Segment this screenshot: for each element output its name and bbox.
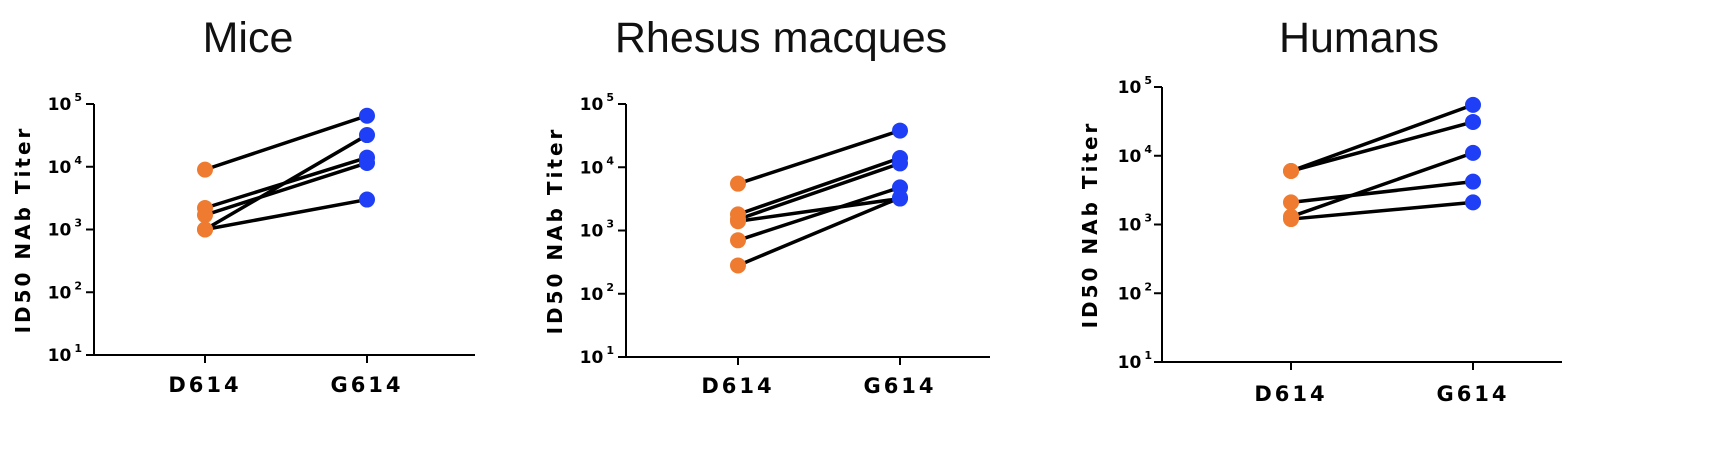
x-category-label: D614 [1254, 382, 1327, 406]
g614-point [1465, 144, 1481, 161]
y-tick-label: 10 2 [48, 279, 82, 303]
g614-point [359, 154, 375, 171]
pair-line [1290, 103, 1474, 173]
y-axis-label: ID50 NAb Titer [543, 127, 567, 335]
pair-line [204, 197, 368, 232]
g614-point [359, 127, 375, 144]
chart-title: Mice [202, 14, 294, 62]
pair-line [737, 196, 901, 223]
pair-line [1290, 151, 1474, 219]
panel-humans: Humans 10 1 10 2 10 3 10 4 10 5 D614 G614 ID50 NAb T… [1075, 0, 1718, 451]
g614-point [1465, 173, 1481, 190]
pair-line [204, 114, 368, 172]
d614-point [730, 232, 746, 249]
y-tick-label: 10 5 [48, 91, 82, 115]
d614-point [197, 161, 213, 178]
y-tick-label: 10 1 [580, 344, 614, 368]
g614-point [359, 191, 375, 208]
y-tick-label: 10 3 [48, 217, 82, 241]
g614-point [892, 122, 908, 139]
pair-line [1290, 200, 1474, 221]
x-category-label: D614 [168, 373, 241, 397]
d614-point [197, 221, 213, 238]
d614-point [730, 257, 746, 274]
y-axis-label: ID50 NAb Titer [11, 126, 35, 334]
y-tick-label: 10 4 [580, 154, 615, 178]
x-category-label: G614 [330, 373, 403, 397]
g614-point [359, 107, 375, 124]
panel-mice: Mice 10 1 10 2 10 3 10 4 10 5 D614 G614 ID50 NAb Tit… [0, 0, 540, 451]
x-category-label: G614 [1436, 382, 1509, 406]
y-tick-label: 10 5 [580, 91, 614, 115]
pair-line [737, 156, 901, 217]
y-tick-label: 10 2 [580, 281, 614, 305]
y-tick-label: 10 4 [48, 154, 83, 178]
g614-point [1465, 113, 1481, 130]
pair-line [737, 185, 901, 242]
pair-line [737, 161, 901, 222]
y-tick-label: 10 3 [1118, 212, 1152, 236]
g614-point [892, 155, 908, 172]
y-axis-label: ID50 NAb Titer [1078, 121, 1102, 329]
pair-line [737, 128, 901, 186]
d614-point [1283, 194, 1299, 211]
y-tick-label: 10 1 [48, 342, 82, 366]
d614-point [197, 207, 213, 224]
pair-line [204, 133, 368, 232]
chart-title: Humans [1278, 14, 1440, 62]
g614-point [892, 189, 908, 206]
d614-point [1283, 163, 1299, 180]
d614-point [730, 175, 746, 192]
chart-title: Rhesus macques [614, 14, 948, 62]
y-tick-label: 10 1 [1118, 349, 1152, 373]
pair-line [1290, 120, 1474, 173]
y-tick-label: 10 3 [580, 218, 614, 242]
x-category-label: D614 [701, 374, 774, 398]
g614-point [1465, 194, 1481, 211]
pair-line [204, 161, 368, 217]
pair-line [737, 196, 901, 268]
y-tick-label: 10 5 [1118, 74, 1152, 98]
pair-line [1290, 179, 1474, 205]
g614-point [1465, 96, 1481, 113]
d614-point [1283, 211, 1299, 228]
x-category-label: G614 [863, 374, 936, 398]
d614-point [730, 213, 746, 230]
y-tick-label: 10 4 [1118, 143, 1153, 167]
y-tick-label: 10 2 [1118, 280, 1152, 304]
panel-rhesus: Rhesus macques 10 1 10 2 10 3 10 4 10 5 D614 G614 ID… [540, 0, 1100, 451]
